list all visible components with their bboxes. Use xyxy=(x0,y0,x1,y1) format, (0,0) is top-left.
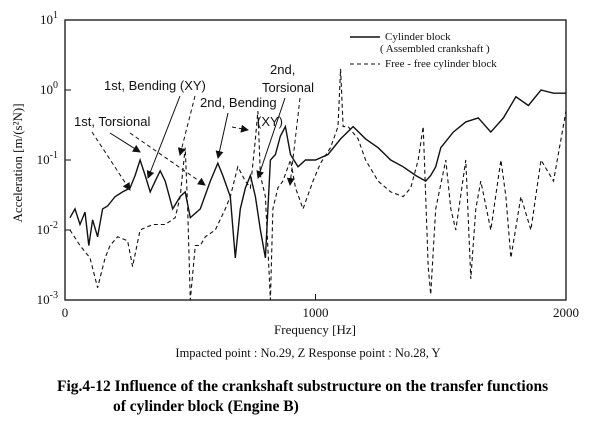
annotation-label: 1st, Bending (XY) xyxy=(104,78,206,93)
x-axis-title: Frequency [Hz] xyxy=(274,322,356,337)
annotation-2nd-bending-xy: 2nd, Bending (XY) xyxy=(200,95,283,159)
annotation-label: 2nd, xyxy=(270,62,295,77)
legend-solid-sublabel: ( Assembled crankshaft ) xyxy=(380,43,490,55)
annotation-1st-bending-xy: 1st, Bending (XY) xyxy=(104,78,206,179)
legend: Cylinder block ( Assembled crankshaft ) … xyxy=(350,31,497,70)
y-tick-1e1: 101 xyxy=(40,10,71,27)
series-line-free-free-cylinder-block xyxy=(69,68,567,301)
x-tick-label-1000: 1000 xyxy=(303,305,329,320)
annotation-label: 2nd, Bending xyxy=(200,95,277,110)
y-tick-1e0: 100 xyxy=(40,80,71,97)
caption-line-1: Fig.4-12 Influence of the crankshaft sub… xyxy=(57,378,549,395)
y-tick-1e-1: 10-1 xyxy=(37,150,71,167)
annotation-2nd-torsional: 2nd, Torsional xyxy=(256,62,314,186)
y-axis: 101 100 10-1 10-2 10-3 xyxy=(37,10,71,307)
y-tick-label: 101 xyxy=(40,10,58,27)
annotation-label: (XY) xyxy=(257,114,283,129)
x-axis: 0 1000 2000 xyxy=(62,294,579,320)
legend-solid-label: Cylinder block xyxy=(385,31,451,43)
figure-caption: Fig.4-12 Influence of the crankshaft sub… xyxy=(57,377,612,417)
caption-line-2: of cylinder block (Engine B) xyxy=(113,398,299,415)
y-tick-label: 10-2 xyxy=(37,220,58,237)
legend-dashed-label: Free - free cylinder block xyxy=(385,58,497,70)
x-tick-label-2000: 2000 xyxy=(553,305,579,320)
y-tick-1e-2: 10-2 xyxy=(37,220,71,237)
y-tick-label: 10-1 xyxy=(37,150,58,167)
annotation-label: 1st, Torsional xyxy=(74,114,150,129)
y-axis-title: Acceleration [m/(s²N)] xyxy=(10,103,25,222)
annotation-1st-torsional: 1st, Torsional xyxy=(74,114,206,191)
transfer-function-chart: 101 100 10-1 10-2 10-3 0 xyxy=(10,10,579,337)
y-tick-label: 10-3 xyxy=(37,290,58,307)
x-tick-label-0: 0 xyxy=(62,305,69,320)
y-tick-1e-3: 10-3 xyxy=(37,290,71,307)
y-tick-label: 100 xyxy=(40,80,58,97)
annotation-label: Torsional xyxy=(262,80,314,95)
figure-subcaption: Impacted point : No.29, Z Response point… xyxy=(175,346,441,360)
